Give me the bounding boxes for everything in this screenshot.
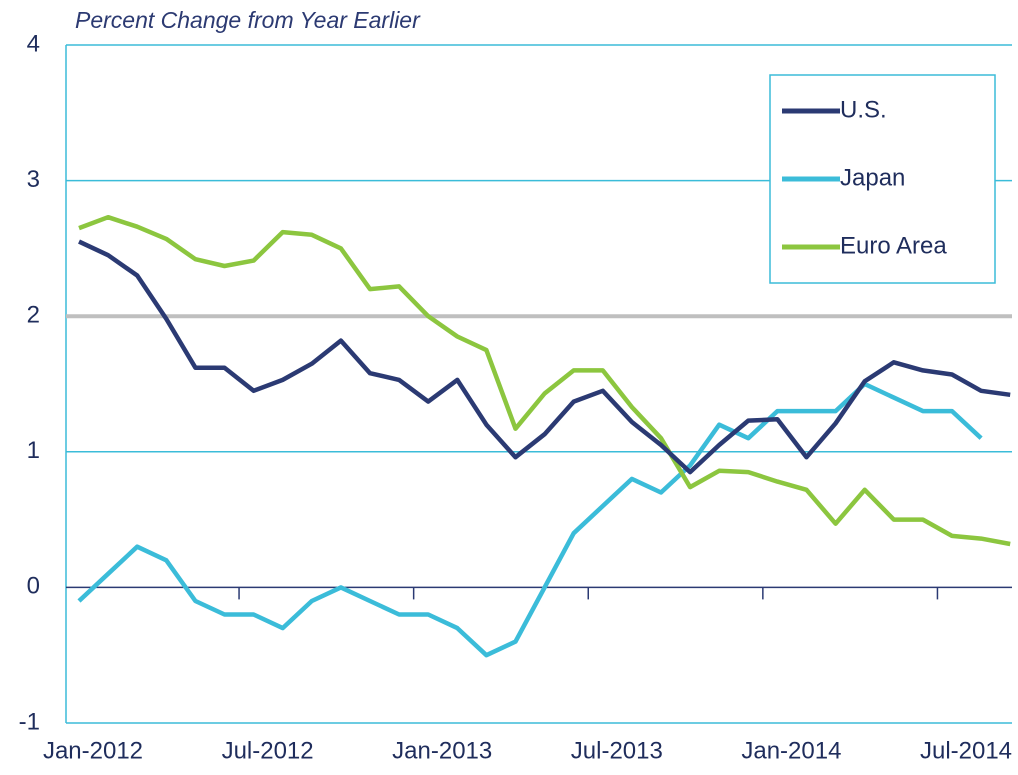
y-tick-label: 2 <box>27 302 40 329</box>
x-tick-label: Jan-2012 <box>43 737 143 764</box>
y-tick-label: -1 <box>19 708 40 735</box>
chart-title: Percent Change from Year Earlier <box>75 7 421 33</box>
series-line <box>77 381 983 658</box>
x-tick-label: Jan-2013 <box>392 737 492 764</box>
series-line <box>78 214 1011 547</box>
y-tick-label: 3 <box>27 166 40 193</box>
legend-label: Japan <box>840 164 905 191</box>
x-tick-label: Jul-2014 <box>920 737 1012 764</box>
series-line <box>78 239 1011 475</box>
x-tick-label: Jul-2013 <box>571 737 663 764</box>
x-tick-label: Jan-2014 <box>741 737 841 764</box>
y-tick-label: 0 <box>27 573 40 600</box>
y-tick-label: 4 <box>27 30 40 57</box>
legend-label: Euro Area <box>840 232 947 259</box>
x-tick-label: Jul-2012 <box>222 737 314 764</box>
y-tick-label: 1 <box>27 437 40 464</box>
legend-label: U.S. <box>840 96 887 123</box>
